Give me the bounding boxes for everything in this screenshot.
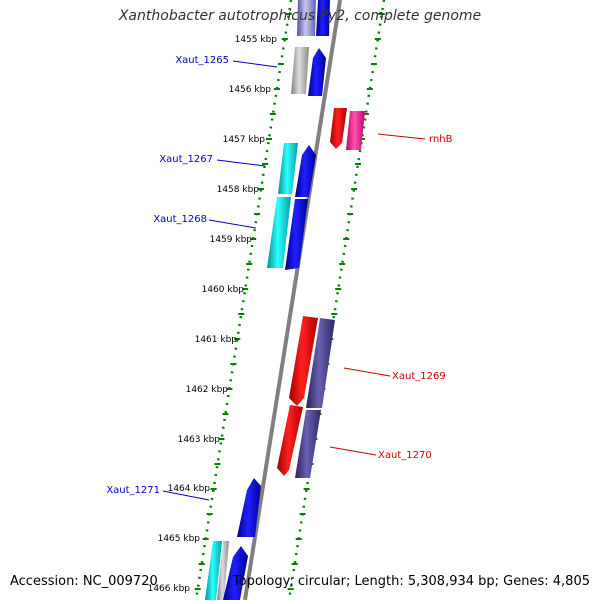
tick-marks	[194, 13, 385, 590]
tick-label-1464: 1464 kbp	[168, 484, 211, 494]
gene-feature-xaut-1265-gray[interactable]	[291, 47, 309, 94]
gene-feature-xaut-1268-blue[interactable]	[285, 199, 308, 270]
tick-label-1457: 1457 kbp	[223, 135, 266, 145]
tick-label-1463: 1463 kbp	[178, 435, 221, 445]
tick-label-1460: 1460 kbp	[202, 285, 245, 295]
accession-text: Accession: NC_009720	[10, 574, 158, 589]
tick-label-1458: 1458 kbp	[217, 185, 260, 195]
leader-line-xaut-1265	[232, 60, 278, 68]
leader-line-xaut-1268	[208, 219, 257, 229]
gene-feature-xaut-1270-red[interactable]	[277, 405, 303, 476]
gene-feature-rnhb-red[interactable]	[330, 108, 347, 149]
gene-feature-bottom-cyan[interactable]	[205, 541, 222, 600]
forward-strand-genes	[205, 0, 330, 600]
reverse-strand-genes	[277, 108, 365, 478]
leader-line-xaut-1267	[216, 159, 266, 167]
gene-label-xaut-1267[interactable]: Xaut_1267	[159, 154, 213, 165]
gene-label-xaut-1268[interactable]: Xaut_1268	[153, 214, 207, 225]
genome-title: Xanthobacter autotrophicus Py2, complete…	[118, 8, 482, 24]
gene-feature-xaut-1268-cyan[interactable]	[267, 197, 291, 268]
tick-label-1455: 1455 kbp	[235, 35, 278, 45]
gene-label-xaut-1269[interactable]: Xaut_1269	[392, 371, 446, 382]
gene-feature-xaut-1267-cyan[interactable]	[278, 143, 298, 194]
gene-feature-xaut-1269-red[interactable]	[289, 316, 318, 406]
gene-label-xaut-1265[interactable]: Xaut_1265	[175, 55, 229, 66]
gene-feature-rnhb-pink[interactable]	[346, 111, 365, 150]
gene-feature-xaut-1270-slate[interactable]	[295, 410, 321, 478]
tick-label-1466: 1466 kbp	[148, 584, 191, 594]
gene-label-rnhb[interactable]: rnhB	[429, 134, 453, 145]
gene-feature-bottom-blue[interactable]	[223, 546, 248, 600]
gene-feature-xaut-1267-blue[interactable]	[295, 145, 316, 197]
topology-text: Topology: circular; Length: 5,308,934 bp…	[232, 574, 590, 589]
tick-label-1462: 1462 kbp	[186, 385, 229, 395]
leader-line-xaut-1271	[162, 490, 210, 501]
gene-feature-blue-top[interactable]	[316, 0, 330, 36]
gene-feature-xaut-1265-blue[interactable]	[308, 48, 326, 96]
leader-line-rnhb	[377, 133, 426, 140]
tick-label-1456: 1456 kbp	[229, 85, 272, 95]
tick-label-1465: 1465 kbp	[158, 534, 201, 544]
leader-line-xaut-1269	[343, 367, 391, 377]
gene-feature-xaut-1271-blue[interactable]	[237, 478, 261, 537]
leader-line-xaut-1270	[329, 446, 377, 456]
label-leader-lines	[162, 60, 426, 501]
gene-feature-xaut-1269-slate[interactable]	[306, 318, 335, 408]
tick-label-1459: 1459 kbp	[210, 235, 253, 245]
gene-feature-lavender-top[interactable]	[297, 0, 316, 36]
gene-feature-bottom-gray[interactable]	[217, 541, 229, 600]
gene-label-xaut-1270[interactable]: Xaut_1270	[378, 450, 432, 461]
genome-axis-line	[243, 0, 342, 601]
gene-label-xaut-1271[interactable]: Xaut_1271	[106, 485, 160, 496]
tick-label-1461: 1461 kbp	[195, 335, 238, 345]
gene-labels: Xaut_1265 rnhB Xaut_1267 Xaut_1268 Xaut_…	[106, 55, 452, 496]
tick-labels: 1455 kbp 1456 kbp 1457 kbp 1458 kbp 1459…	[148, 35, 278, 594]
